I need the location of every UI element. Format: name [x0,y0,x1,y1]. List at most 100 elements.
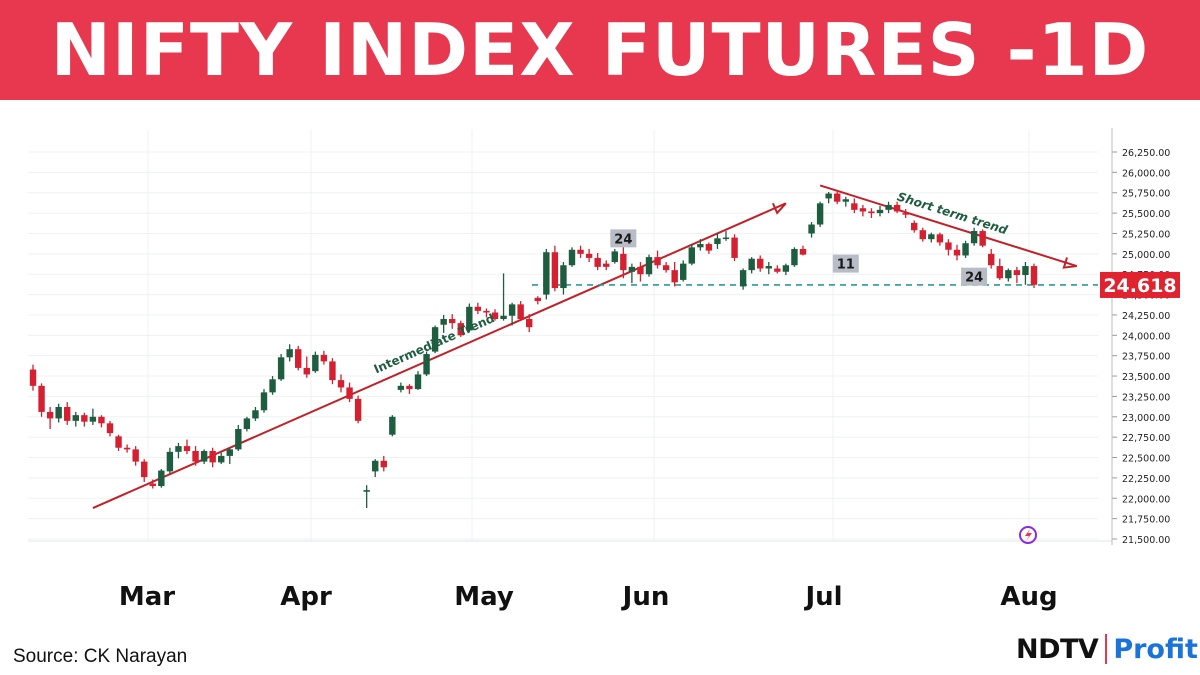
candle [209,447,216,468]
candle [277,354,285,381]
candle [218,452,225,465]
candle-body [662,265,670,271]
candle-body [637,266,644,275]
candle-body [1013,270,1021,276]
candle-body [851,203,858,210]
candle-body [457,323,464,336]
candle [654,250,661,269]
candle-body [252,410,259,419]
candle [808,222,815,238]
x-tick-label: Apr [280,582,332,612]
candle [620,245,627,279]
y-tick-label: 25,500.00 [1122,209,1170,220]
marker-box [610,229,637,248]
candle-body [876,209,884,214]
candle [115,434,122,452]
candle [406,384,413,394]
x-tick-label: Jul [805,582,843,612]
candle-body [757,258,764,269]
candle-body [209,451,216,463]
candle-body [440,319,447,325]
candle-body [919,230,926,240]
candle-body [748,258,755,271]
candle [183,439,191,455]
candle [500,273,507,321]
y-tick-label: 22,000.00 [1122,494,1170,505]
candle [46,407,54,430]
candle-body [218,455,225,463]
watermark-ring [1019,526,1037,544]
title-banner: NIFTY INDEX FUTURES -1D [0,0,1200,100]
candle-body [431,327,439,352]
candle [269,376,276,395]
candle [372,459,379,478]
candle [526,314,533,333]
candle [996,258,1003,280]
candle-body [483,310,490,313]
candle [748,257,755,274]
candle-body [269,379,276,393]
candle-body [346,387,353,399]
candle [440,314,447,333]
candle [765,261,772,275]
candle [329,358,336,385]
marker-label: 24 [965,271,983,286]
candle-body [628,266,636,272]
candle [534,296,541,305]
candle-body [500,315,507,320]
candles [29,190,1038,509]
candle [928,232,935,243]
last-price-label: 24.618 [1103,275,1176,297]
candle-body [868,211,875,214]
candle-body [680,263,687,280]
candle [449,314,456,329]
marker-label: 11 [837,258,855,273]
candle [859,204,867,217]
candle [825,191,832,204]
candle-body [1022,266,1029,276]
candle [286,344,293,362]
candle [508,302,516,326]
candle [714,232,721,249]
candle [243,416,251,432]
candle-body [372,460,379,472]
candle [380,455,387,472]
candle [722,231,730,241]
candle-body [543,252,550,295]
candle [979,229,986,248]
candle [235,424,242,452]
candle-body [517,304,524,320]
candle [320,350,328,365]
candle [346,382,353,403]
candle-body [132,449,139,462]
candle [739,268,747,290]
candle [414,371,422,390]
candle-body [577,249,584,254]
candle-body [312,354,319,372]
x-tick-label: Jun [622,582,670,612]
trend-lines [92,184,1098,509]
y-tick-label: 25,000.00 [1122,250,1170,261]
candle-body [765,266,772,269]
candle-body [834,193,841,202]
candle-body [380,460,387,468]
candle [774,265,781,274]
candle-body [243,418,251,430]
y-tick-label: 21,750.00 [1122,515,1170,526]
candle [29,364,37,391]
candle-body [397,385,405,390]
candle-body [697,244,704,248]
y-tick-label: 21,500.00 [1122,535,1170,546]
marker-label: 24 [614,232,632,247]
candle [988,248,995,269]
candle-body [449,319,456,324]
candle-body [953,249,961,256]
candle-body [603,263,610,267]
candle [645,254,653,277]
candle-body [620,253,627,271]
candle-body [474,306,482,311]
candle [260,389,268,413]
candle [397,382,405,393]
candle-body [491,312,499,320]
trend-arrowhead [771,202,787,215]
